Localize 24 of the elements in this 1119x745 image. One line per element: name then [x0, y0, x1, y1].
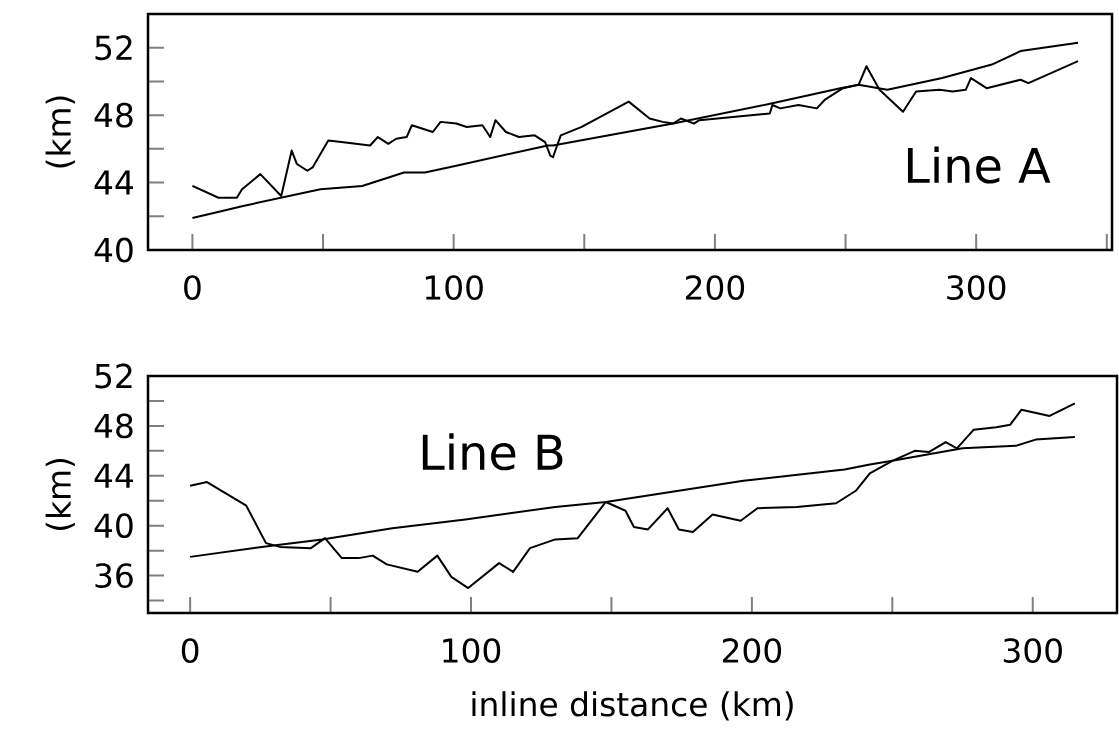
y-tick-label: 48 [94, 102, 133, 128]
y-tick-label: 40 [94, 513, 133, 539]
x-tick-label: 300 [1003, 638, 1062, 664]
y-tick-label: 44 [94, 170, 133, 195]
x-tick-label: 0 [181, 638, 199, 664]
annotation: Line A [907, 146, 1051, 184]
y-tick-label: 40 [94, 237, 133, 263]
x-tick-label: 100 [425, 275, 483, 301]
x-tick-label: 100 [443, 638, 501, 664]
annotation: Line B [422, 433, 563, 471]
y-tick-label: 36 [95, 563, 133, 589]
y-tick-label: 48 [94, 413, 133, 439]
x-tick-label: 200 [685, 275, 745, 301]
x-tick-label: 200 [722, 638, 782, 664]
x-tick-label: 0 [184, 275, 201, 301]
y-tick-label: 44 [94, 463, 133, 488]
x-tick-label: 300 [947, 275, 1006, 301]
line-series [191, 41, 1080, 219]
x-axis-title: inline distance (km) [472, 691, 793, 721]
y-tick-label: 52 [95, 363, 132, 389]
y-tick-label: 52 [95, 35, 132, 61]
y-axis-title: (km) [45, 458, 75, 531]
y-axis-title: (km) [45, 96, 75, 168]
line-series [189, 402, 1076, 590]
